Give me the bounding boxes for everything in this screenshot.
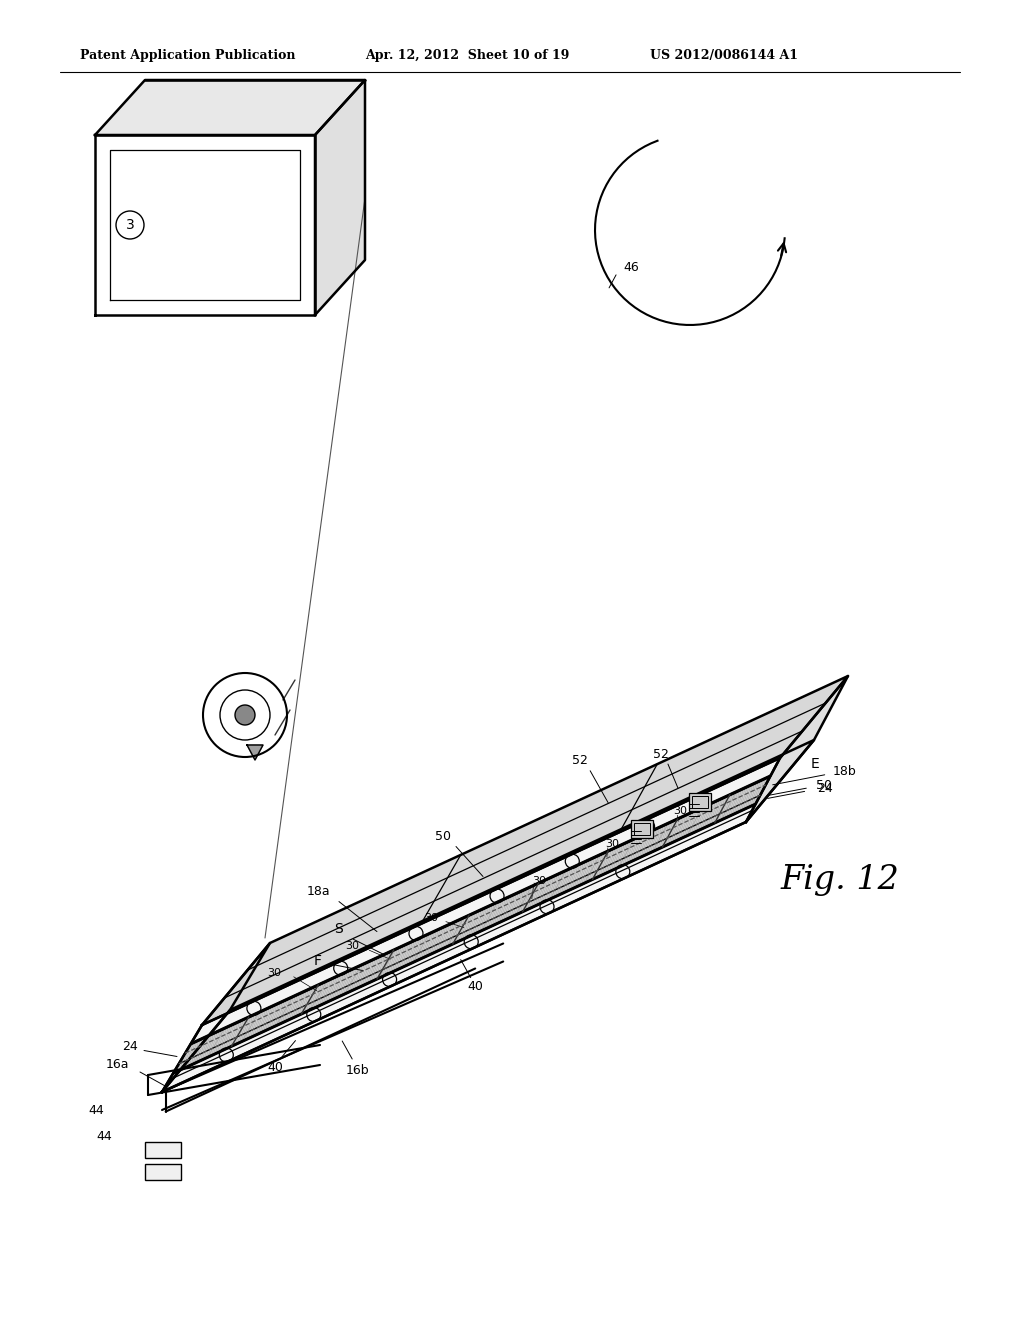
Text: 24: 24 — [817, 781, 834, 795]
Polygon shape — [202, 676, 848, 1026]
Text: 40: 40 — [468, 979, 483, 993]
Bar — [689, 793, 711, 812]
Text: 30: 30 — [345, 941, 359, 952]
Text: 40: 40 — [267, 1061, 284, 1074]
Text: 50: 50 — [816, 779, 833, 792]
Text: 24: 24 — [122, 1040, 138, 1053]
Text: 30: 30 — [674, 807, 687, 816]
Text: 18a: 18a — [307, 884, 331, 898]
Text: 18b: 18b — [833, 766, 856, 779]
Text: 52: 52 — [653, 747, 669, 760]
Text: 16a: 16a — [105, 1057, 129, 1071]
Text: 3: 3 — [126, 218, 134, 232]
Text: 30: 30 — [605, 838, 618, 849]
Polygon shape — [746, 676, 848, 822]
Text: 30: 30 — [424, 912, 438, 923]
Text: 44: 44 — [96, 1130, 112, 1143]
Polygon shape — [95, 81, 365, 135]
Text: E: E — [811, 756, 819, 771]
Bar — [145, 1142, 181, 1158]
Bar — [631, 820, 652, 838]
Text: 30: 30 — [531, 875, 546, 886]
Text: F: F — [314, 953, 322, 968]
Polygon shape — [162, 758, 780, 1092]
Text: S: S — [334, 923, 343, 936]
Text: Fig. 12: Fig. 12 — [780, 865, 899, 896]
Text: Patent Application Publication: Patent Application Publication — [80, 49, 296, 62]
Text: 44: 44 — [88, 1104, 104, 1117]
Polygon shape — [162, 741, 814, 1092]
Polygon shape — [315, 81, 365, 315]
Bar — [634, 824, 650, 836]
Text: 30: 30 — [266, 968, 281, 978]
Circle shape — [234, 705, 255, 725]
Text: Apr. 12, 2012  Sheet 10 of 19: Apr. 12, 2012 Sheet 10 of 19 — [365, 49, 569, 62]
Text: 46: 46 — [623, 261, 639, 275]
Bar — [145, 1164, 181, 1180]
Polygon shape — [173, 776, 770, 1073]
Text: 50: 50 — [435, 830, 451, 843]
Text: US 2012/0086144 A1: US 2012/0086144 A1 — [650, 49, 798, 62]
Bar — [691, 796, 708, 808]
Text: 16b: 16b — [345, 1064, 369, 1077]
Polygon shape — [247, 744, 263, 760]
Text: 52: 52 — [572, 754, 588, 767]
